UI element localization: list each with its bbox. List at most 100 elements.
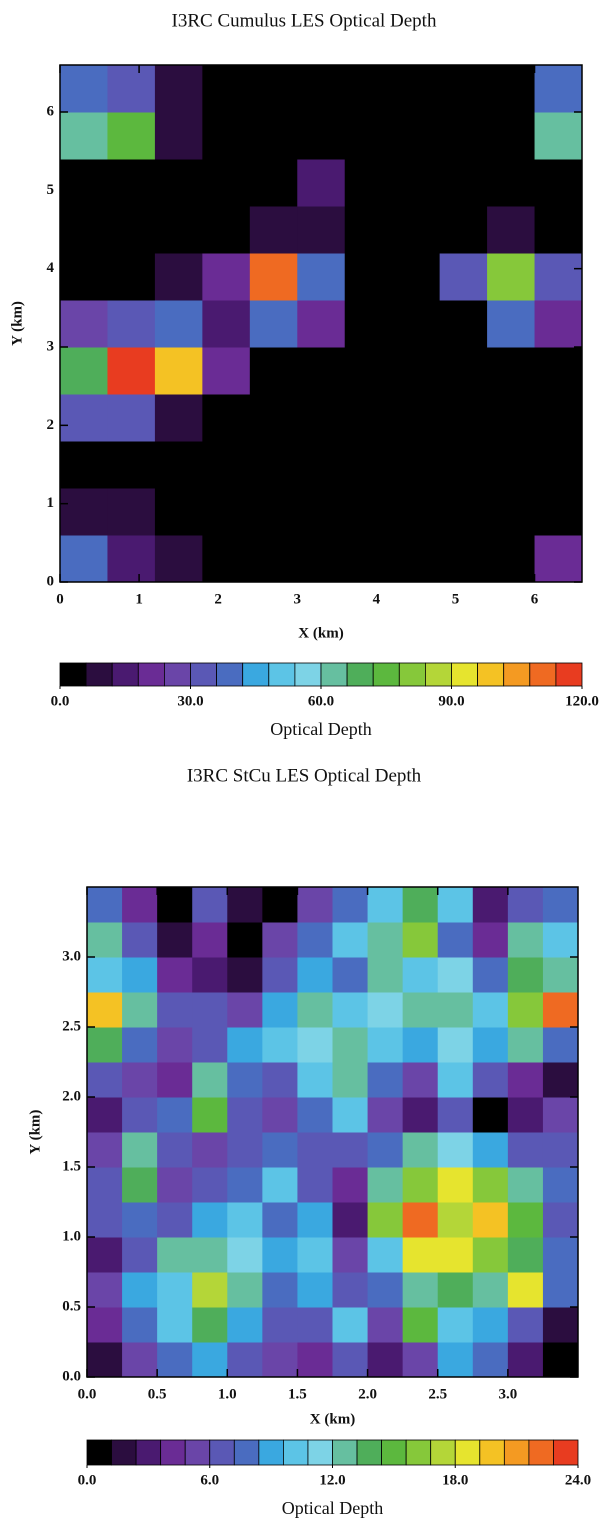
cell: [332, 1062, 369, 1098]
cell: [157, 1097, 193, 1133]
cell: [202, 347, 251, 395]
colorbar-box: [477, 662, 505, 687]
cell: [534, 159, 582, 207]
cell: [60, 159, 108, 207]
cell: [402, 1272, 439, 1308]
cell: [297, 300, 346, 348]
cell: [332, 1342, 369, 1377]
cell: [437, 922, 474, 958]
colorbar-box: [282, 1439, 309, 1466]
cell: [437, 1202, 474, 1238]
cell: [534, 300, 582, 348]
colorbar-box: [356, 1439, 382, 1466]
cell: [402, 1062, 439, 1098]
x-tick-label: 4: [373, 591, 381, 607]
colorbar-box: [209, 1439, 235, 1466]
cell: [367, 1237, 404, 1273]
cell: [227, 1062, 263, 1098]
colorbar-box: [86, 1439, 112, 1466]
cell: [249, 394, 298, 442]
cell: [437, 957, 474, 993]
cell: [154, 300, 203, 348]
cell: [439, 394, 488, 442]
cell: [439, 112, 488, 160]
cell: [507, 1342, 544, 1377]
cell: [297, 992, 333, 1028]
cell: [202, 535, 251, 582]
colorbar-tick-label: 90.0: [438, 693, 464, 709]
y-tick-label: 2.5: [62, 1018, 81, 1034]
colorbar-box: [160, 1439, 186, 1466]
colorbar-box: [503, 1439, 530, 1466]
cell: [437, 1272, 474, 1308]
cell: [122, 1132, 158, 1168]
cell: [227, 1307, 263, 1343]
x-tick-label: 5: [452, 591, 460, 607]
cell: [297, 488, 346, 536]
cell: [227, 1132, 263, 1168]
cell: [154, 112, 203, 160]
cell: [297, 347, 346, 395]
cell: [332, 1307, 369, 1343]
x-tick-label: 1.5: [288, 1386, 307, 1402]
cell: [402, 1202, 439, 1238]
cell: [402, 992, 439, 1028]
cell: [202, 206, 251, 254]
cell: [297, 1342, 333, 1377]
colorbar-box: [258, 1439, 284, 1466]
cell: [332, 1272, 369, 1308]
cell: [332, 1027, 369, 1063]
y-tick-label: 4: [47, 260, 55, 276]
colorbar-box: [184, 1439, 211, 1466]
cell: [107, 347, 156, 395]
cell: [507, 1097, 544, 1133]
cell: [87, 1237, 123, 1273]
cell: [192, 1097, 228, 1133]
cell: [367, 992, 404, 1028]
cell: [542, 1062, 578, 1098]
x-tick-label: 0.0: [78, 1386, 97, 1402]
cell: [154, 394, 203, 442]
x-axis-label: X (km): [298, 625, 343, 641]
cell: [297, 1097, 333, 1133]
plot-frame: [86, 886, 579, 1378]
cell: [392, 441, 441, 489]
y-tick-label: 2.0: [62, 1088, 81, 1104]
cell: [227, 1342, 263, 1377]
cell: [297, 1237, 333, 1273]
cell: [507, 1237, 544, 1273]
cell: [402, 1307, 439, 1343]
cell: [262, 1132, 298, 1168]
x-tick-label: 2: [214, 591, 222, 607]
cell: [157, 1272, 193, 1308]
cell: [297, 922, 333, 958]
colorbar-box: [430, 1439, 456, 1466]
cell: [157, 957, 193, 993]
cell: [87, 992, 123, 1028]
cell: [87, 957, 123, 993]
plot-frame: [59, 64, 583, 583]
cell: [332, 957, 369, 993]
cell: [542, 1342, 578, 1377]
cell: [437, 1307, 474, 1343]
cell: [87, 1167, 123, 1203]
cell: [297, 1167, 333, 1203]
cell: [437, 1237, 474, 1273]
cell: [402, 1237, 439, 1273]
cell: [534, 394, 582, 442]
cell: [542, 1307, 578, 1343]
colorbar-box: [528, 1439, 554, 1466]
cell: [107, 159, 156, 207]
cell: [227, 1202, 263, 1238]
cell: [297, 1132, 333, 1168]
cell: [542, 1202, 578, 1238]
cell: [157, 1132, 193, 1168]
cell: [154, 253, 203, 301]
cell: [202, 253, 251, 301]
cell: [249, 347, 298, 395]
cell: [332, 1237, 369, 1273]
x-tick-label: 0.5: [148, 1386, 167, 1402]
cell: [262, 1202, 298, 1238]
cell: [107, 300, 156, 348]
